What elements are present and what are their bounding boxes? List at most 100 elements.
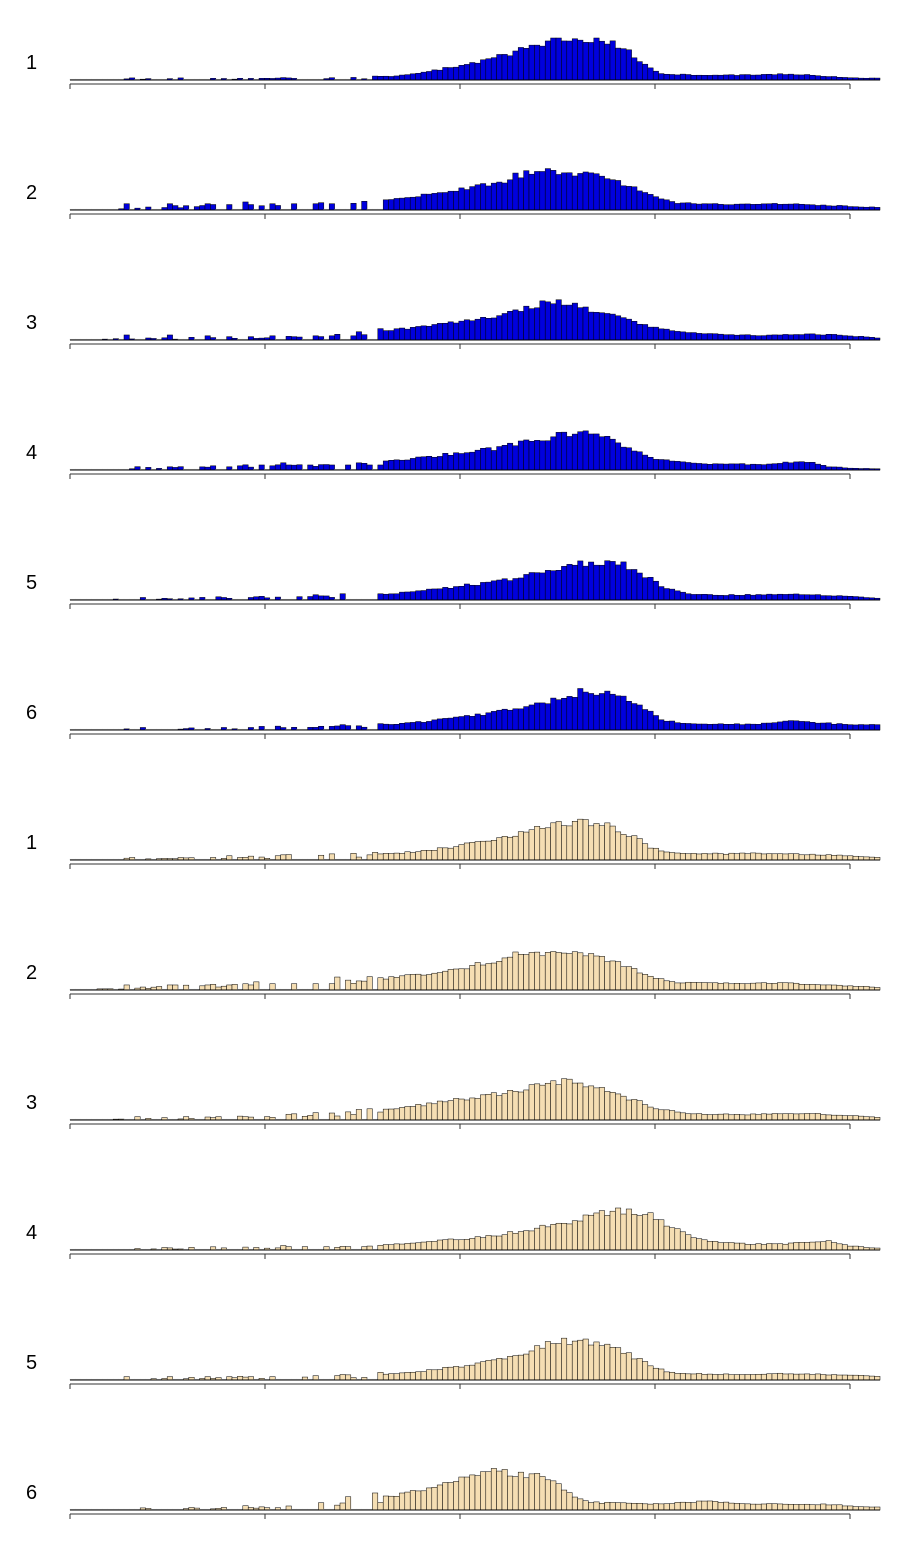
histogram-bar [431, 69, 438, 81]
histogram-bar [782, 1113, 789, 1121]
histogram-bar [582, 1338, 589, 1381]
histogram-bar [723, 595, 730, 601]
histogram-bar [566, 1078, 573, 1121]
histogram-bar [415, 851, 422, 861]
histogram-bar [550, 570, 557, 601]
histogram-bar [183, 984, 190, 991]
histogram-bar [804, 1242, 811, 1251]
histogram-bar [382, 460, 389, 471]
histogram-bar [615, 442, 622, 471]
histogram-bar [366, 464, 373, 471]
histogram-bar [825, 1240, 832, 1251]
histogram-bar [863, 986, 870, 991]
histogram-bar [291, 203, 298, 211]
histogram-bar [285, 336, 292, 341]
histogram-bar [642, 192, 649, 211]
histogram-bar [361, 463, 368, 471]
histogram-bar [469, 1474, 476, 1511]
histogram-bar [669, 460, 676, 471]
histogram-bar [696, 203, 703, 211]
histogram-bar [739, 983, 746, 991]
histogram-bar [377, 1372, 384, 1381]
histogram-bar [501, 1234, 508, 1251]
histogram-bar [604, 1215, 611, 1251]
histogram-bar [652, 847, 659, 861]
histogram-bar [593, 955, 600, 991]
histogram-bar [669, 1503, 676, 1511]
histogram-bar [226, 984, 233, 991]
histogram-bar [706, 1114, 713, 1121]
histogram-bar [571, 1220, 578, 1251]
histogram-bar [701, 1500, 708, 1511]
histogram-bar [458, 453, 465, 471]
histogram-bar [604, 690, 611, 731]
histogram-bar [625, 966, 632, 991]
histogram-bar [334, 725, 341, 731]
histogram-bar [755, 594, 762, 601]
histogram-bar [426, 1102, 433, 1121]
histogram-bar [404, 197, 411, 211]
histogram-bar [501, 182, 508, 211]
histogram-bar [798, 1373, 805, 1381]
histogram-bar [242, 464, 249, 471]
histogram-bar [755, 724, 762, 731]
histogram-bar [166, 334, 173, 341]
histogram-bar [382, 75, 389, 81]
histogram-bar [355, 1109, 362, 1121]
histogram-bar [550, 1480, 557, 1511]
histogram-bar [696, 74, 703, 81]
histogram-bar [458, 1476, 465, 1511]
histogram-bar [409, 1490, 416, 1511]
histogram-bar [793, 593, 800, 601]
histogram-bar [663, 1503, 670, 1511]
histogram-bar [787, 1113, 794, 1121]
histogram-bar [512, 578, 519, 601]
histogram-bar [399, 1107, 406, 1121]
histogram-bar [852, 1506, 859, 1511]
histogram-bar [712, 1501, 719, 1511]
histogram-bar [382, 1495, 389, 1511]
histogram-bar [436, 847, 443, 861]
histogram-bar [512, 835, 519, 861]
histogram-bar [836, 334, 843, 341]
histogram-bar [523, 574, 530, 601]
histogram-bar [566, 40, 573, 81]
histogram-bar [463, 1476, 470, 1511]
histogram-bar [820, 204, 827, 211]
histogram-bar [534, 44, 541, 81]
histogram-bar [420, 325, 427, 341]
histogram-bar [318, 336, 325, 341]
histogram-bar [847, 1245, 854, 1251]
histogram-bar [555, 699, 562, 731]
histogram-bar [647, 1365, 654, 1381]
histogram-bar [436, 1484, 443, 1511]
histogram-bar [642, 1503, 649, 1511]
histogram-bar [582, 1214, 589, 1251]
histogram-bar [474, 449, 481, 471]
histogram-bar [674, 203, 681, 211]
histogram-bar [571, 38, 578, 81]
histogram-bar [501, 578, 508, 601]
histogram-bar [555, 37, 562, 81]
histogram-bar [631, 186, 638, 211]
histogram-bar [339, 1246, 346, 1251]
histogram-bar [658, 198, 665, 211]
histogram-bar [760, 982, 767, 991]
histogram-bar [733, 594, 740, 601]
histogram-bar [517, 1231, 524, 1251]
histogram-bar [825, 1504, 832, 1511]
histogram-bar [442, 1101, 449, 1121]
histogram-bar [312, 335, 319, 341]
histogram-bar [431, 972, 438, 991]
histogram-bar [496, 579, 503, 601]
histogram-bar [733, 1503, 740, 1511]
histogram-bar [787, 853, 794, 861]
histogram-bar [658, 586, 665, 601]
histogram-bar [604, 822, 611, 861]
histogram-bar [550, 1224, 557, 1251]
histogram-bar [431, 1103, 438, 1121]
histogram-bar [388, 593, 395, 601]
histogram-bar [399, 327, 406, 341]
histogram-bar [312, 466, 319, 471]
histogram-bar [318, 464, 325, 471]
